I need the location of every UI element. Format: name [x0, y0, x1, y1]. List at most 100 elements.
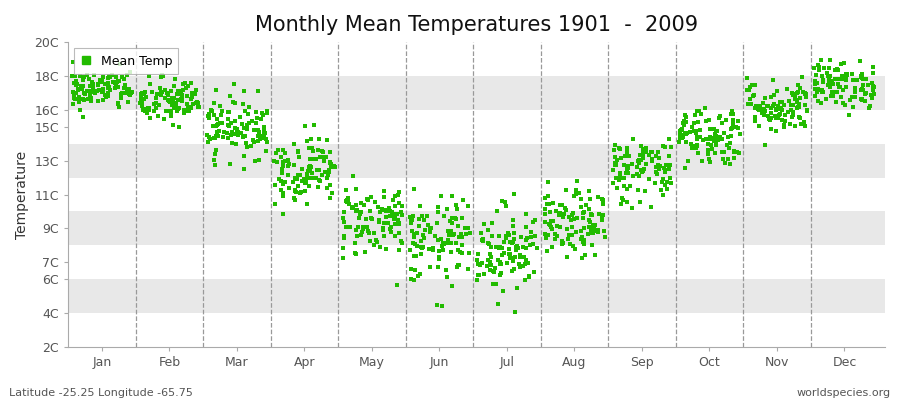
Point — [286, 179, 301, 186]
Point — [659, 162, 673, 168]
Point — [865, 95, 879, 101]
Point — [854, 86, 868, 93]
Point — [323, 159, 338, 166]
Point — [348, 186, 363, 192]
Point — [342, 201, 356, 207]
Point — [387, 212, 401, 219]
Point — [436, 246, 450, 253]
Point — [180, 93, 194, 100]
Point — [211, 121, 225, 128]
Point — [81, 95, 95, 102]
Point — [547, 236, 562, 242]
Point — [119, 90, 133, 96]
Point — [526, 240, 541, 247]
Point — [312, 136, 327, 143]
Point — [708, 131, 723, 137]
Point — [867, 84, 881, 90]
Point — [696, 136, 710, 143]
Point — [788, 123, 803, 129]
Point — [189, 87, 203, 93]
Point — [404, 216, 419, 222]
Point — [357, 248, 372, 255]
Point — [384, 228, 399, 235]
Point — [180, 83, 194, 90]
Point — [704, 135, 718, 142]
Point — [824, 57, 838, 64]
Point — [393, 238, 408, 244]
Point — [493, 270, 508, 276]
Point — [583, 225, 598, 232]
Point — [508, 253, 522, 260]
Point — [208, 135, 222, 141]
Point — [655, 178, 670, 185]
Point — [755, 110, 770, 116]
Point — [172, 123, 186, 130]
Point — [220, 135, 235, 142]
Point — [742, 84, 757, 90]
Point — [791, 104, 806, 110]
Point — [392, 220, 407, 226]
Point — [166, 105, 181, 112]
Point — [461, 266, 475, 272]
Point — [575, 234, 590, 240]
Point — [522, 273, 536, 279]
Point — [379, 214, 393, 220]
Point — [486, 281, 500, 287]
Point — [152, 85, 166, 92]
Point — [757, 108, 771, 115]
Point — [112, 103, 127, 110]
Point — [248, 158, 263, 164]
Point — [564, 212, 579, 219]
Point — [176, 110, 191, 116]
Point — [834, 72, 849, 79]
Point — [494, 252, 508, 258]
Point — [452, 262, 466, 268]
Point — [84, 96, 98, 102]
Bar — [68, 76, 885, 110]
Point — [240, 126, 255, 132]
Point — [377, 232, 392, 239]
Point — [786, 112, 800, 119]
Point — [364, 194, 378, 201]
Point — [364, 215, 379, 221]
Point — [360, 224, 374, 231]
Point — [240, 122, 255, 128]
Point — [406, 277, 420, 284]
Point — [223, 119, 238, 126]
Point — [811, 86, 825, 92]
Point — [171, 105, 185, 112]
Point — [613, 146, 627, 152]
Point — [156, 73, 170, 79]
Point — [411, 216, 426, 222]
Point — [775, 107, 789, 113]
Point — [706, 138, 721, 144]
Point — [304, 163, 319, 170]
Point — [349, 206, 364, 213]
Point — [444, 240, 458, 246]
Point — [767, 92, 781, 98]
Point — [573, 203, 588, 210]
Point — [209, 86, 223, 93]
Point — [149, 94, 164, 101]
Point — [644, 156, 659, 162]
Point — [382, 205, 397, 211]
Point — [204, 107, 219, 113]
Point — [539, 201, 554, 208]
Point — [815, 77, 830, 83]
Point — [775, 99, 789, 105]
Point — [480, 263, 494, 270]
Point — [237, 153, 251, 159]
Legend: Mean Temp: Mean Temp — [75, 48, 178, 74]
Point — [581, 224, 596, 230]
Point — [620, 169, 634, 176]
Point — [185, 94, 200, 100]
Point — [410, 243, 425, 250]
Point — [701, 116, 716, 123]
Point — [275, 163, 290, 169]
Point — [444, 228, 458, 234]
Point — [769, 114, 783, 120]
Point — [581, 188, 596, 194]
Point — [291, 149, 305, 156]
Point — [163, 108, 177, 114]
Point — [392, 189, 406, 195]
